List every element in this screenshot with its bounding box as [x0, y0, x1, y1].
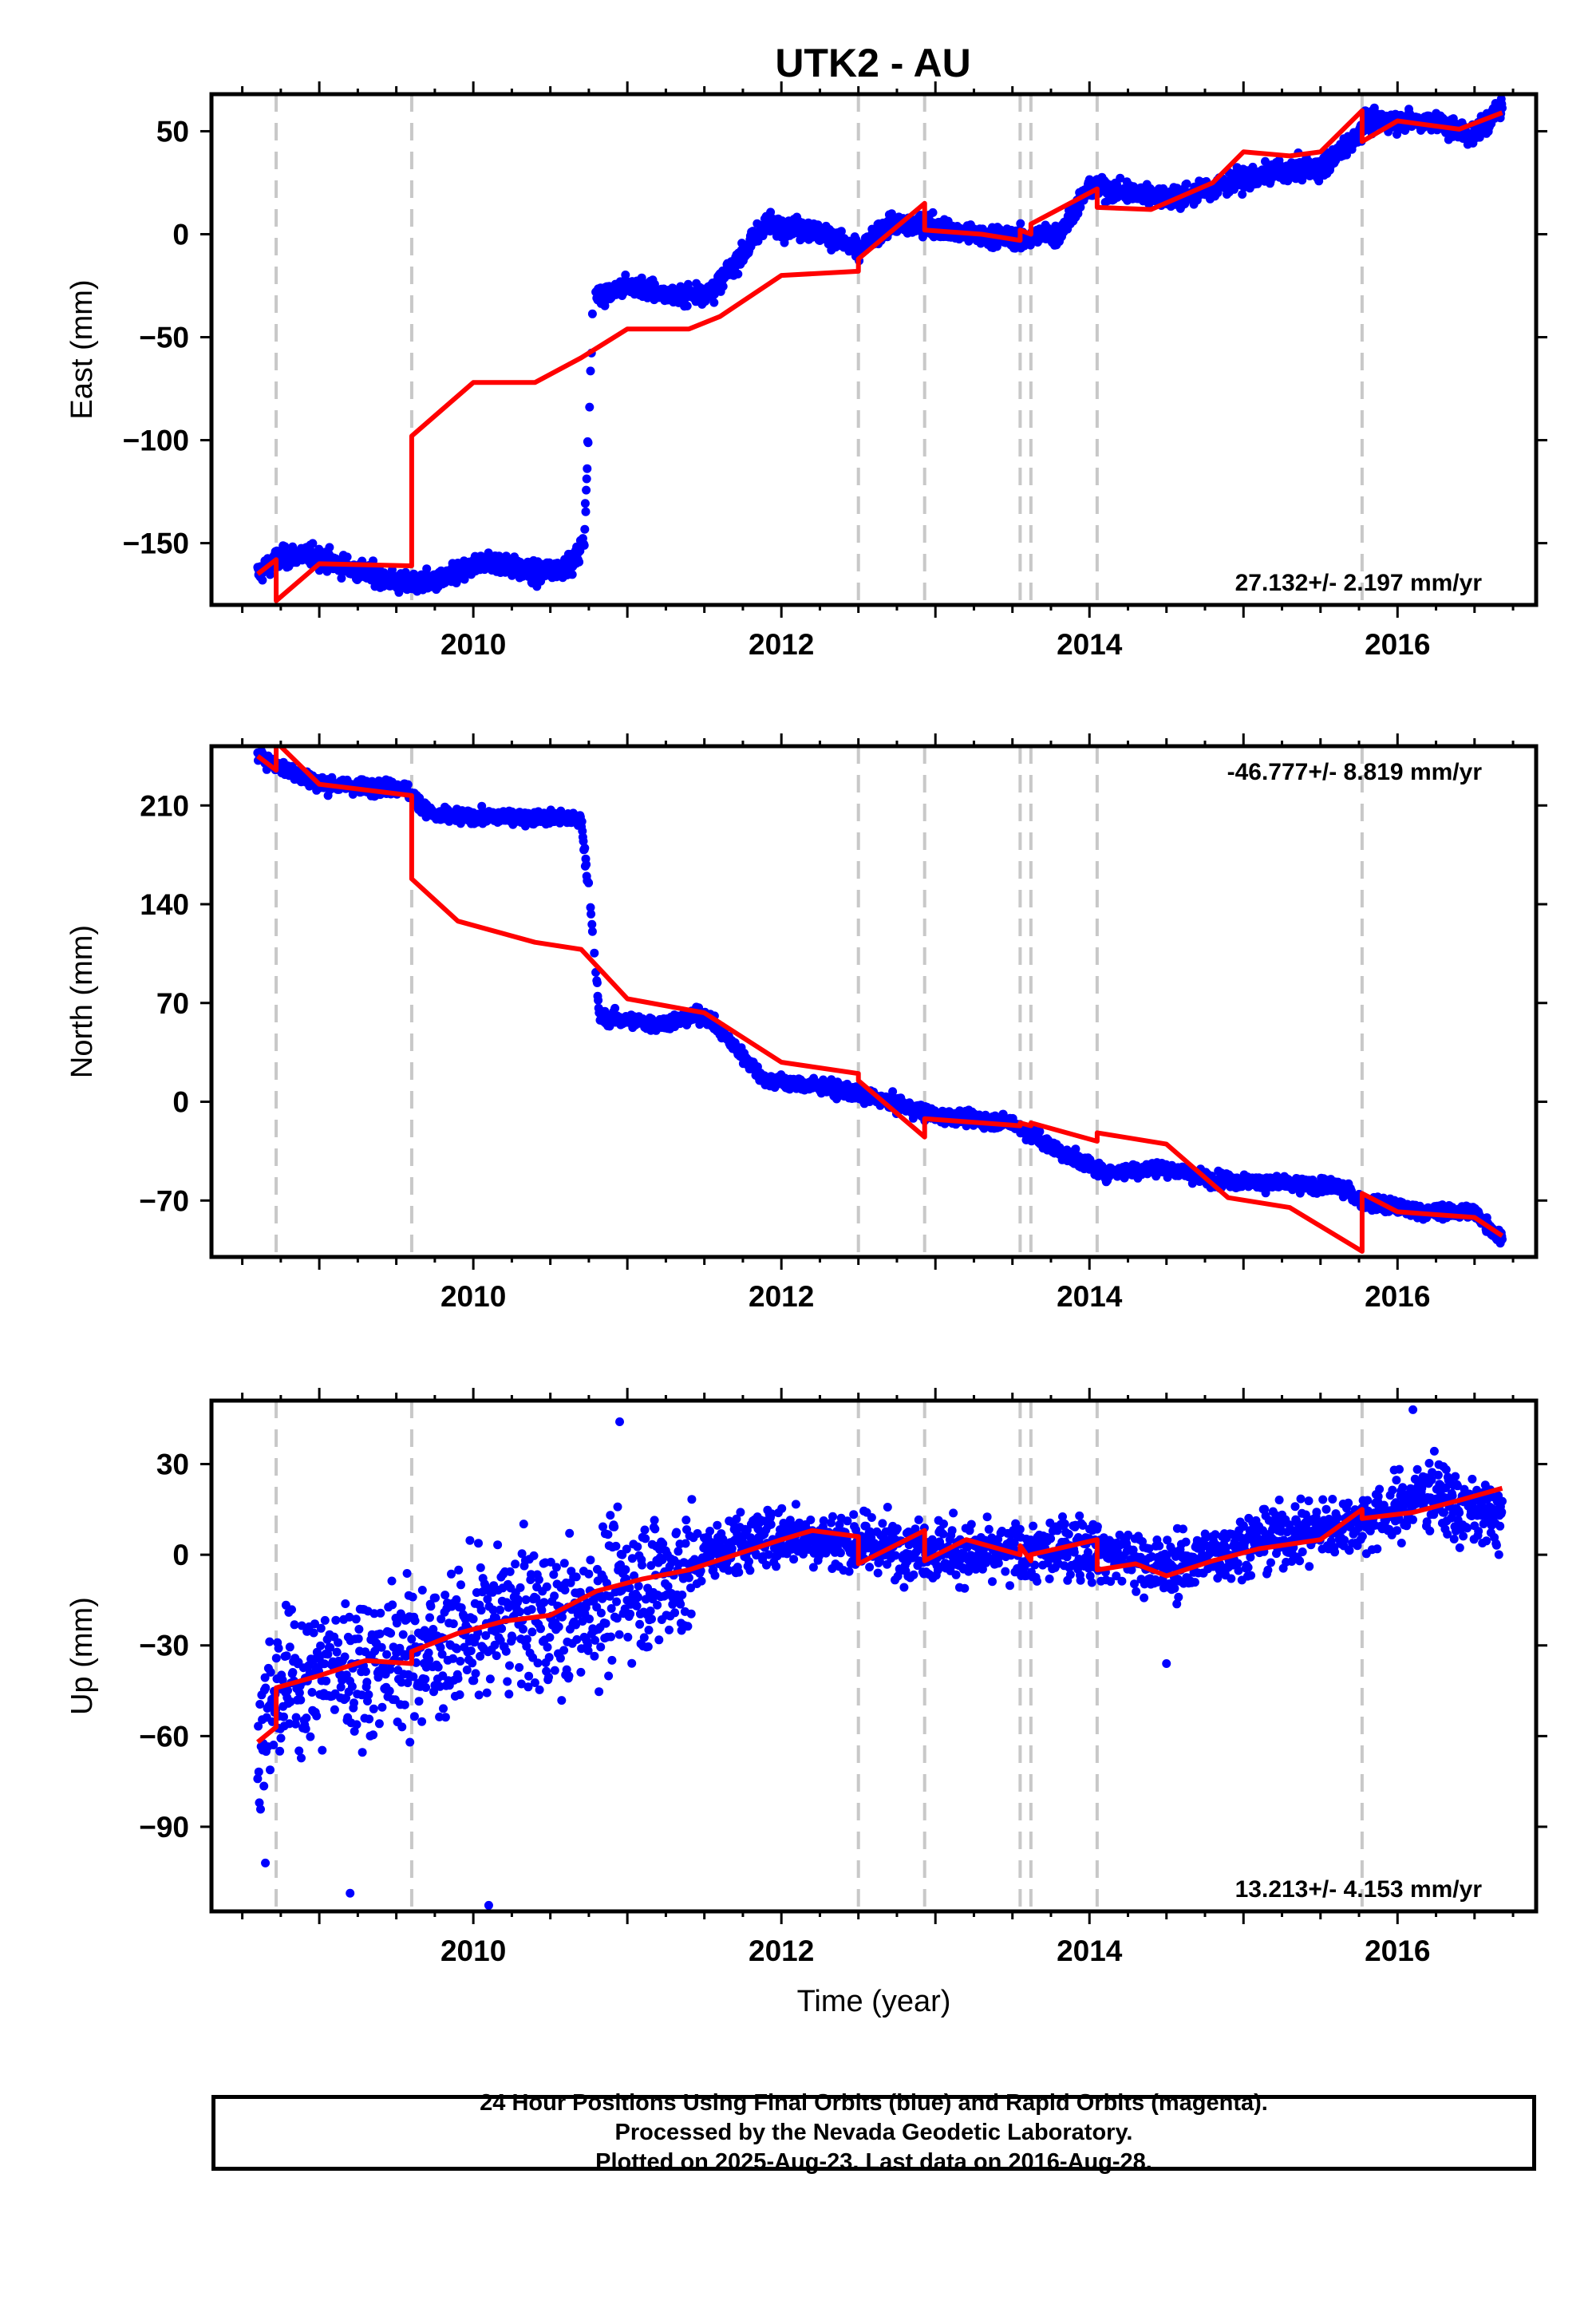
y-tick-label: 0 [172, 218, 189, 251]
data-point [1076, 203, 1085, 212]
data-point [580, 844, 590, 853]
data-point [1016, 219, 1025, 228]
data-point [583, 438, 593, 448]
east-rate-annotation: 27.132+/- 2.197 mm/yr [1235, 570, 1483, 596]
data-point [836, 227, 846, 236]
east-data-points [253, 94, 1507, 597]
data-point [709, 298, 719, 307]
data-point [582, 860, 591, 869]
data-point [992, 242, 1001, 251]
data-point [308, 539, 318, 548]
data-point [587, 309, 597, 318]
x-tick-label: 2014 [1057, 628, 1123, 661]
data-point [585, 402, 595, 412]
data-point [582, 474, 591, 484]
model-line [256, 108, 1503, 603]
data-point [918, 232, 927, 242]
data-point [581, 507, 591, 516]
data-point [580, 499, 590, 508]
data-point [590, 948, 599, 958]
y-tick-label: 50 [156, 115, 189, 148]
east-frame [209, 92, 1539, 607]
data-point [1116, 173, 1125, 183]
data-point [592, 978, 602, 987]
data-point [422, 564, 432, 574]
north-data-points [253, 746, 1507, 1248]
east-x-axis: 2010 2012 2014 2016 [241, 81, 1515, 661]
page-title: UTK2 - AU [775, 41, 970, 85]
data-point [325, 543, 334, 552]
data-point [584, 878, 594, 887]
data-point [1298, 176, 1307, 185]
x-tick-label: 2012 [749, 628, 814, 661]
data-point [342, 552, 352, 562]
x-tick-label: 2016 [1365, 628, 1430, 661]
data-point [587, 909, 596, 919]
data-point [452, 577, 461, 587]
data-point [579, 540, 589, 550]
data-point [1172, 184, 1182, 193]
data-point [580, 524, 590, 534]
data-point [586, 903, 595, 912]
data-point [718, 282, 728, 291]
data-point [1314, 176, 1324, 186]
data-point [403, 780, 413, 789]
data-point [586, 366, 595, 376]
data-point [587, 927, 597, 936]
data-point [587, 919, 597, 929]
y-tick-label: −150 [123, 528, 189, 560]
data-point [582, 485, 591, 495]
data-point [579, 836, 588, 846]
data-point [1182, 179, 1191, 188]
data-point [928, 207, 938, 217]
data-point [1071, 1144, 1080, 1154]
data-point [583, 464, 592, 473]
data-point [594, 995, 603, 1005]
data-point [258, 575, 267, 585]
data-point [610, 1003, 620, 1013]
east-y-axis-label: East (mm) [65, 279, 99, 419]
east-break-lines [275, 94, 1364, 605]
y-tick-label: −100 [123, 425, 189, 457]
data-point [682, 301, 692, 310]
data-point [567, 570, 577, 579]
data-point [575, 557, 584, 567]
data-point [266, 570, 275, 579]
east-y-axis: 50 0 −50 −100 −150 [123, 115, 1547, 560]
data-point [577, 816, 587, 826]
x-tick-label: 2010 [440, 628, 506, 661]
data-point [1035, 1127, 1045, 1136]
data-point [280, 542, 290, 551]
data-point [1238, 190, 1247, 199]
y-tick-label: −50 [139, 322, 189, 354]
data-point [1261, 156, 1270, 166]
data-point [1498, 103, 1507, 113]
east-model [256, 108, 1503, 603]
data-point [733, 269, 743, 279]
